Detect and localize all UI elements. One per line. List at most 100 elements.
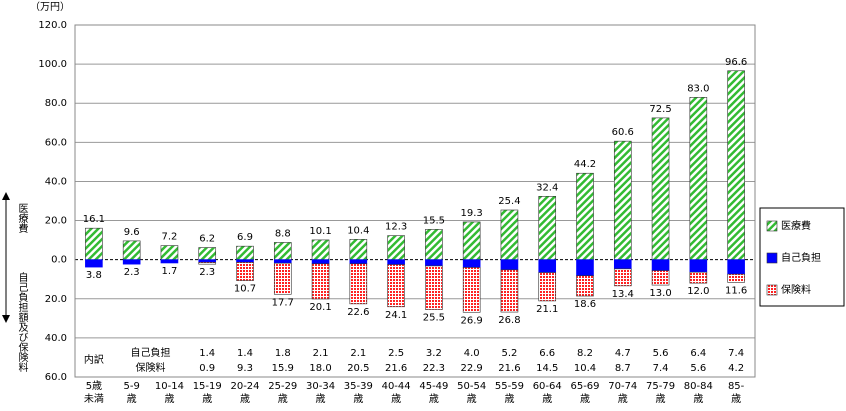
bar (198, 259, 217, 263)
bar (727, 70, 745, 260)
breakdown-label: 18.0 (309, 363, 331, 374)
x-tick-label: 80-84 歳 (683, 381, 713, 405)
bar (349, 259, 368, 265)
total-label: 21.1 (536, 304, 558, 315)
breakdown-label: 10.4 (574, 363, 596, 374)
bar (122, 240, 141, 260)
bar (576, 259, 594, 277)
y-unit: （万円） (30, 1, 70, 13)
value-label: 72.5 (649, 104, 671, 115)
bar (727, 259, 745, 275)
breakdown-label: 4.0 (464, 348, 480, 359)
total-label: 3.8 (86, 270, 102, 281)
bar (727, 273, 745, 283)
bar (500, 209, 519, 260)
bar (236, 259, 254, 263)
bar (462, 221, 481, 260)
total-label: 1.7 (161, 266, 177, 277)
breakdown-label: 4.7 (615, 348, 631, 359)
breakdown-label: 9.3 (237, 363, 253, 374)
value-label: 8.8 (275, 228, 291, 239)
x-tick-label: 25-29 歳 (268, 381, 298, 405)
total-label: 12.0 (687, 286, 709, 297)
x-tick-label: 50-54 歳 (457, 381, 487, 405)
breakdown-label: 2.1 (350, 348, 366, 359)
x-tick-label: 65-69 歳 (570, 381, 600, 405)
total-label: 26.9 (461, 315, 483, 326)
bar (425, 265, 443, 310)
bar (198, 247, 217, 260)
x-tick-label: 5歳 未満 (83, 381, 104, 405)
bar (613, 259, 632, 270)
breakdown-label: 6.4 (690, 348, 706, 359)
x-tick-label: 30-34 歳 (306, 381, 336, 405)
breakdown-label: 6.6 (539, 348, 555, 359)
breakdown-label: 15.9 (272, 363, 294, 374)
bar (651, 259, 670, 271)
bar (273, 259, 292, 264)
bar (689, 259, 708, 273)
bar (273, 242, 292, 260)
bar (85, 259, 103, 268)
bar (160, 245, 179, 260)
x-tick-label: 5-9 歳 (123, 381, 140, 405)
total-label: 20.1 (309, 302, 331, 313)
y-tick-label: 20.0 (45, 294, 67, 305)
breakdown-label: 0.9 (199, 363, 215, 374)
bar (689, 97, 708, 260)
value-label: 15.5 (423, 215, 445, 226)
legend-label: 自己負担 (781, 251, 821, 264)
total-label: 22.6 (347, 307, 369, 318)
x-tick-label: 40-44 歳 (381, 381, 411, 405)
y-tick-label: 120.0 (38, 20, 67, 31)
legend-swatch (766, 284, 778, 296)
bar (576, 275, 594, 297)
breakdown-label: 14.5 (536, 363, 558, 374)
breakdown-label: 20.5 (347, 363, 369, 374)
bar (387, 259, 405, 265)
total-label: 2.3 (124, 267, 140, 278)
bar (462, 267, 481, 313)
bar (311, 263, 330, 300)
bar (85, 227, 103, 260)
total-label: 24.1 (385, 310, 407, 321)
value-label: 10.4 (347, 225, 369, 236)
x-tick-label: 45-49 歳 (419, 381, 449, 405)
bar (273, 262, 292, 295)
total-label: 26.8 (498, 315, 520, 326)
bar (538, 259, 557, 273)
bar (500, 259, 519, 271)
bar (651, 270, 670, 286)
breakdown-label: 21.6 (385, 363, 407, 374)
breakdown-label: 1.4 (199, 348, 215, 359)
plot-frame (74, 24, 756, 378)
bar (236, 245, 254, 260)
x-tick-label: 85- 歳 (727, 381, 745, 405)
x-tick-label: 10-14 歳 (154, 381, 184, 405)
legend-swatch (766, 252, 778, 264)
breakdown-label: 2.5 (388, 348, 404, 359)
y-tick-label: 100.0 (38, 59, 67, 70)
y-tick-label: 60.0 (45, 137, 67, 148)
breakdown-label: 22.3 (423, 363, 445, 374)
bar (462, 259, 481, 268)
y-tick-label: 60.0 (45, 372, 67, 383)
bar (538, 196, 557, 260)
bar (122, 259, 141, 265)
breakdown-label: 7.4 (653, 363, 669, 374)
breakdown-label: 5.6 (653, 348, 669, 359)
value-label: 83.0 (687, 83, 709, 94)
y-tick-label: 20.0 (45, 216, 67, 227)
bar (651, 117, 670, 260)
bar (387, 235, 405, 260)
breakdown-label: 21.6 (498, 363, 520, 374)
value-label: 19.3 (461, 208, 483, 219)
total-label: 13.0 (649, 288, 671, 299)
bar (311, 239, 330, 260)
bar (425, 229, 443, 260)
breakdown-row-name: 自己負担 (131, 346, 171, 359)
total-label: 2.3 (199, 267, 215, 278)
y-tick-label: 40.0 (45, 176, 67, 187)
value-label: 32.4 (536, 182, 558, 193)
breakdown-label: 2.1 (313, 348, 329, 359)
